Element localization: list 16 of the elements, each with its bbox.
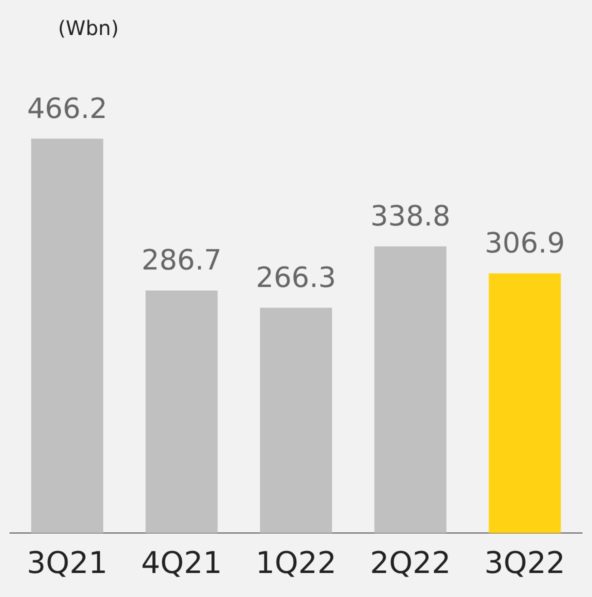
bar (31, 138, 104, 533)
data-label: 266.3 (256, 260, 336, 294)
bar (146, 290, 218, 533)
x-tick-label: 4Q21 (141, 546, 222, 581)
y-axis-title: (Wbn) (58, 16, 119, 40)
bar (488, 273, 561, 533)
x-tick-label: 2Q22 (370, 546, 451, 581)
data-label: 306.9 (484, 226, 565, 260)
x-tick-label: 1Q22 (256, 546, 336, 581)
data-label: 338.8 (370, 200, 450, 233)
x-tick-label: 3Q22 (484, 546, 566, 581)
data-label: 286.7 (142, 244, 222, 277)
data-label: 466.2 (27, 92, 108, 125)
bar (260, 308, 332, 533)
x-tick-label: 3Q21 (26, 546, 108, 581)
bar (374, 246, 446, 533)
